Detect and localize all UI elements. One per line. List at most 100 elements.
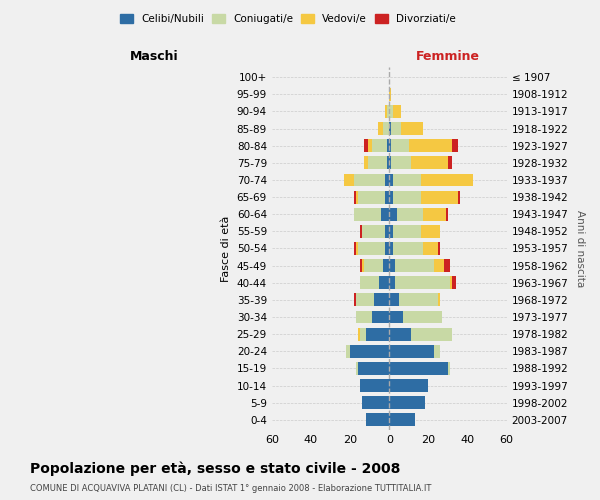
Bar [385,105,388,118]
Bar [389,242,393,255]
Bar [422,208,446,220]
Bar [434,259,444,272]
Bar [391,122,401,135]
Bar [364,259,383,272]
Bar [389,379,428,392]
Bar [389,122,391,135]
Bar [393,174,421,186]
Bar [389,345,434,358]
Bar [421,174,473,186]
Bar [452,140,458,152]
Bar [448,362,450,375]
Bar [358,362,389,375]
Bar [356,242,358,255]
Bar [391,140,409,152]
Bar [385,174,389,186]
Bar [383,122,389,135]
Bar [388,156,389,169]
Bar [403,310,442,324]
Bar [366,414,389,426]
Bar [368,140,371,152]
Bar [446,208,448,220]
Bar [389,294,399,306]
Bar [438,294,440,306]
Bar [358,328,360,340]
Bar [377,122,383,135]
Bar [360,259,362,272]
Bar [391,156,411,169]
Bar [395,259,434,272]
Bar [356,310,371,324]
Bar [422,242,438,255]
Bar [409,140,452,152]
Bar [350,345,389,358]
Bar [346,345,350,358]
Bar [383,259,389,272]
Bar [421,225,440,238]
Text: Femmine: Femmine [416,50,480,63]
Bar [458,190,460,203]
Bar [379,276,389,289]
Bar [389,208,397,220]
Bar [358,242,385,255]
Bar [401,122,422,135]
Y-axis label: Fasce di età: Fasce di età [221,216,231,282]
Bar [389,414,415,426]
Bar [389,362,448,375]
Bar [389,310,403,324]
Bar [393,105,401,118]
Bar [354,294,356,306]
Bar [389,190,393,203]
Bar [354,208,382,220]
Bar [371,140,388,152]
Bar [362,396,389,409]
Bar [360,225,362,238]
Bar [389,276,395,289]
Bar [389,88,391,101]
Bar [397,208,422,220]
Bar [360,328,366,340]
Bar [360,379,389,392]
Bar [385,190,389,203]
Bar [411,156,448,169]
Bar [354,190,356,203]
Bar [354,174,385,186]
Y-axis label: Anni di nascita: Anni di nascita [575,210,585,287]
Bar [344,174,354,186]
Bar [411,328,452,340]
Bar [360,276,379,289]
Bar [448,156,452,169]
Bar [364,156,368,169]
Bar [421,190,458,203]
Legend: Celibi/Nubili, Coniugati/e, Vedovi/e, Divorziati/e: Celibi/Nubili, Coniugati/e, Vedovi/e, Di… [116,10,460,29]
Bar [382,208,389,220]
Bar [389,140,391,152]
Text: COMUNE DI ACQUAVIVA PLATANI (CL) - Dati ISTAT 1° gennaio 2008 - Elaborazione TUT: COMUNE DI ACQUAVIVA PLATANI (CL) - Dati … [30,484,431,493]
Bar [399,294,438,306]
Bar [354,242,356,255]
Bar [374,294,389,306]
Bar [388,140,389,152]
Bar [389,156,391,169]
Bar [388,105,389,118]
Bar [385,242,389,255]
Text: Popolazione per età, sesso e stato civile - 2008: Popolazione per età, sesso e stato civil… [30,461,400,475]
Bar [358,190,385,203]
Bar [385,225,389,238]
Bar [393,190,421,203]
Bar [368,156,388,169]
Bar [364,140,368,152]
Bar [362,225,385,238]
Bar [362,259,364,272]
Bar [389,225,393,238]
Text: Maschi: Maschi [130,50,179,63]
Bar [444,259,450,272]
Bar [389,396,425,409]
Bar [356,190,358,203]
Bar [434,345,440,358]
Bar [389,105,393,118]
Bar [371,310,389,324]
Bar [450,276,452,289]
Bar [452,276,456,289]
Bar [395,276,450,289]
